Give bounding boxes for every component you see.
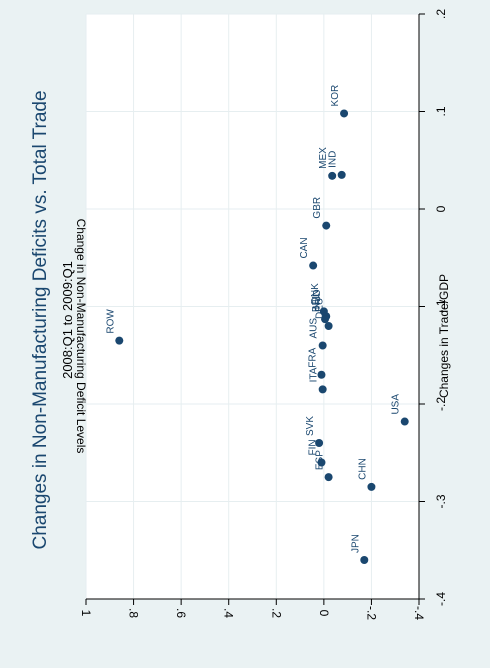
chart-title: Changes in Non-Manufacturing Deficits vs… <box>30 90 51 549</box>
data-label-group: CHN <box>357 458 368 480</box>
data-label-group: NLD <box>312 289 323 309</box>
y-tick-label: -.4 <box>412 606 426 620</box>
y-tick-label-group: .2 <box>269 608 283 618</box>
data-label: FRA <box>307 347 318 367</box>
data-label: GBR <box>312 197 323 219</box>
x-tick-label-group: .2 <box>434 9 448 19</box>
data-label: FIN <box>307 439 318 455</box>
axes: -.4 -.3 -.2 -.1 0 .1 .2 -.4 -.2 0 .2 .4 .6 .8 1 <box>79 9 448 621</box>
y-tick-label-group: .8 <box>127 608 141 618</box>
y-tick-label-group: -.2 <box>364 606 378 620</box>
data-point <box>328 171 337 180</box>
data-label: BEL <box>311 293 322 312</box>
data-label: CAN <box>299 237 310 258</box>
x-tick-label-group: -.3 <box>434 494 448 508</box>
data-point <box>318 385 327 394</box>
data-label: KOR <box>330 85 341 107</box>
x-tick-label: -.4 <box>434 592 448 606</box>
data-label-group: ITA <box>309 367 320 382</box>
y-tick-label-group: 1 <box>79 610 93 617</box>
y-tick-label-group: 0 <box>317 610 331 617</box>
data-label-group: MEX <box>318 147 329 169</box>
data-point <box>317 458 326 467</box>
data-label: ITA <box>309 367 320 382</box>
y-tick-label: .2 <box>269 608 283 618</box>
data-label: DNK <box>310 283 321 304</box>
data-point <box>321 315 330 324</box>
data-label: NLD <box>312 289 323 309</box>
data-label: AUS <box>309 318 320 339</box>
data-label: IND <box>328 151 339 168</box>
data-label-group: BEL <box>311 293 322 312</box>
data-label: SVK <box>305 416 316 436</box>
y-tick-label-group: -.4 <box>412 606 426 620</box>
data-label-group: GBR <box>312 197 323 219</box>
data-label: ROW <box>105 309 116 334</box>
data-label-group: USA <box>391 394 402 415</box>
y-tick-label-group: .6 <box>174 608 188 618</box>
data-point <box>318 341 327 350</box>
data-point <box>315 439 324 447</box>
chart-subtitle: 2008:Q1 to 2009:Q1 <box>60 261 75 379</box>
data-point <box>324 473 333 482</box>
data-point <box>322 221 331 230</box>
y-tick-label-group: .4 <box>222 608 236 618</box>
x-tick-label: 0 <box>434 205 448 212</box>
y-tick-label: .4 <box>222 608 236 618</box>
data-label-group: JPN <box>350 534 361 553</box>
x-tick-label: -.1 <box>434 299 448 313</box>
chart-title-group: Changes in Non-Manufacturing Deficits vs… <box>30 90 51 549</box>
x-tick-label: .1 <box>434 106 448 116</box>
x-tick-label: -.3 <box>434 494 448 508</box>
data-point <box>324 322 333 330</box>
chart-subtitle-group: 2008:Q1 to 2009:Q1 <box>60 261 75 379</box>
data-point <box>115 336 124 345</box>
y-axis-title: Change in Non-Manufacturing Deficit Leve… <box>74 219 88 454</box>
data-label: CHN <box>357 458 368 480</box>
y-tick-label: .8 <box>127 608 141 618</box>
data-label-group: AUS <box>309 318 320 339</box>
x-tick-label-group: -.4 <box>434 592 448 606</box>
data-point <box>340 109 349 118</box>
data-point <box>367 482 376 491</box>
y-tick-label: 1 <box>79 610 93 617</box>
data-label-group: DNK <box>310 283 321 304</box>
data-label-group: ROW <box>105 309 116 334</box>
x-axis-title: Changes in Trade/GDP <box>437 274 451 398</box>
data-label-group: KOR <box>330 85 341 107</box>
data-label-group: SVK <box>305 416 316 436</box>
data-label: JPN <box>350 534 361 553</box>
data-label-group: FIN <box>307 439 318 455</box>
data-label: USA <box>391 394 402 415</box>
data-label: MEX <box>318 147 329 169</box>
y-tick-label: -.2 <box>364 606 378 620</box>
y-tick-label: .6 <box>174 608 188 618</box>
data-point <box>360 556 369 564</box>
x-tick-label-group: 0 <box>434 205 448 212</box>
data-point <box>337 170 346 179</box>
data-label: DEU <box>315 298 326 319</box>
x-tick-label: -.2 <box>434 397 448 411</box>
data-point <box>400 417 409 426</box>
x-tick-label-group: .1 <box>434 106 448 116</box>
x-tick-label: .2 <box>434 9 448 19</box>
y-tick-label: 0 <box>317 610 331 617</box>
x-tick-label-group: -.1 <box>434 299 448 313</box>
data-label-group: DEU <box>315 298 326 319</box>
x-axis-title-group: Changes in Trade/GDP <box>437 274 451 398</box>
data-label-group: IND <box>328 151 339 168</box>
data-label-group: FRA <box>307 347 318 367</box>
y-axis-title-group: Change in Non-Manufacturing Deficit Leve… <box>74 219 88 454</box>
data-point <box>317 370 326 379</box>
x-tick-label-group: -.2 <box>434 397 448 411</box>
data-label-group: CAN <box>299 237 310 258</box>
data-point <box>309 261 318 270</box>
